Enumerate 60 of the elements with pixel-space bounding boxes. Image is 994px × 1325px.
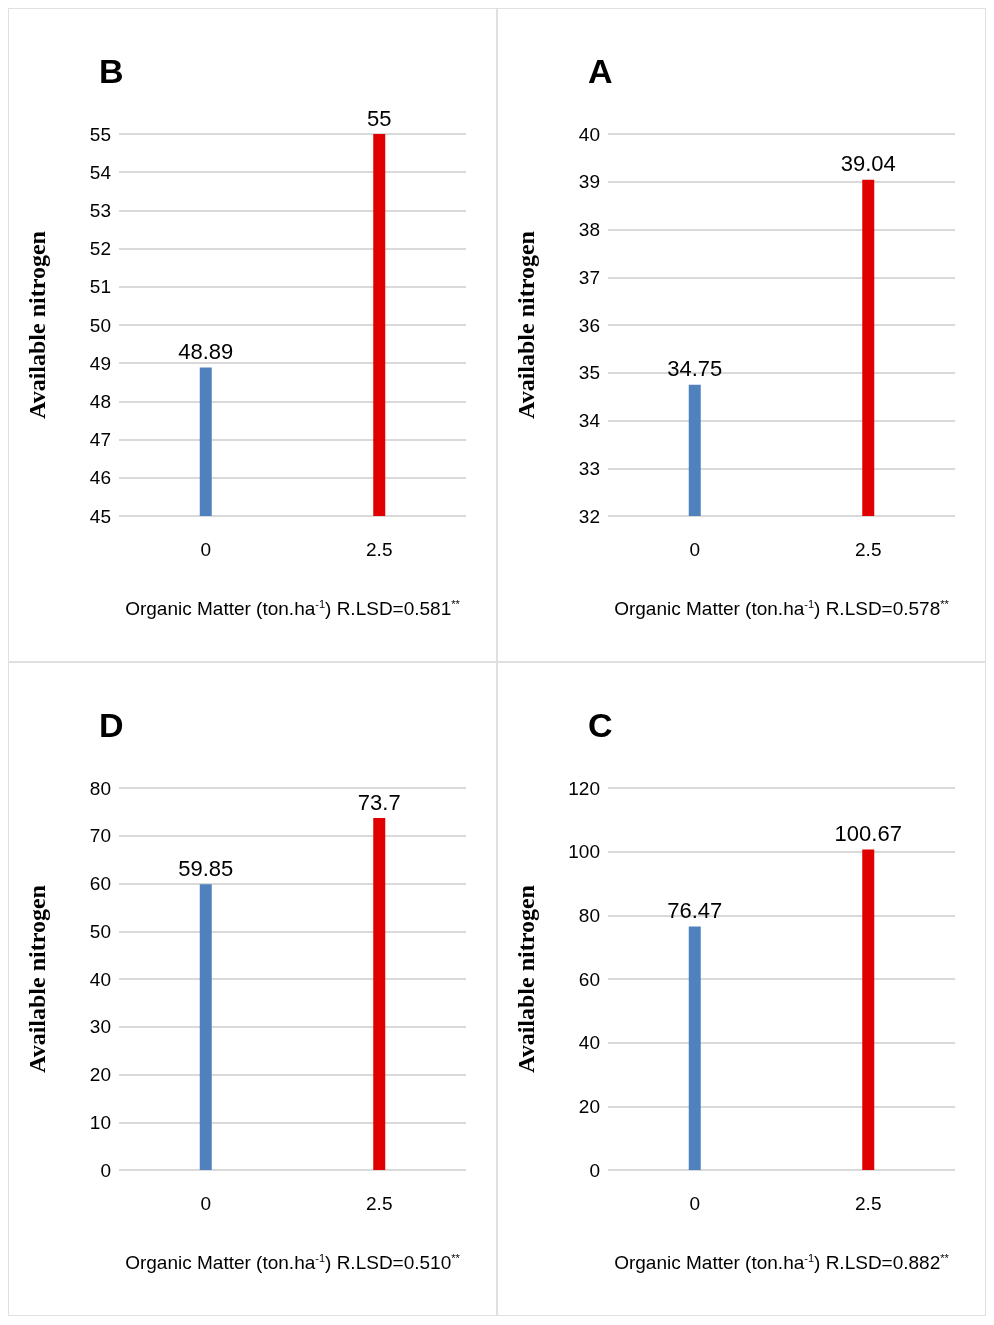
x-tick-label: 2.5 — [855, 1193, 882, 1214]
y-tick-label: 10 — [89, 1111, 111, 1133]
y-tick-label: 47 — [89, 429, 111, 451]
y-tick-label: 54 — [89, 161, 112, 183]
y-axis-title: Available nitrogen — [24, 885, 50, 1073]
y-tick-label: 37 — [578, 266, 600, 288]
y-tick-label: 49 — [89, 352, 111, 374]
y-tick-label: 52 — [89, 238, 111, 260]
y-tick-label: 35 — [578, 362, 600, 384]
y-tick-label: 51 — [89, 276, 111, 298]
chart-title: B — [99, 52, 124, 90]
y-axis-title: Available nitrogen — [513, 885, 539, 1073]
chart-title: D — [99, 706, 124, 744]
x-tick-label: 0 — [689, 539, 701, 560]
y-tick-label: 0 — [589, 1159, 600, 1181]
y-tick-label: 40 — [89, 968, 111, 990]
y-tick-label: 55 — [89, 123, 111, 145]
y-tick-label: 60 — [89, 873, 111, 894]
data-label: 100.67 — [834, 821, 902, 847]
data-label: 76.47 — [667, 898, 723, 924]
y-tick-label: 20 — [578, 1095, 600, 1117]
y-tick-label: 34 — [578, 410, 601, 431]
y-tick-label: 20 — [89, 1064, 111, 1085]
y-tick-label: 30 — [89, 1016, 111, 1038]
data-label: 73.7 — [357, 789, 401, 815]
y-tick-label: 40 — [578, 1032, 600, 1054]
y-tick-label: 33 — [578, 457, 600, 479]
x-tick-label: 0 — [200, 1193, 212, 1214]
y-tick-label: 32 — [578, 505, 600, 527]
y-tick-label: 48 — [89, 390, 111, 412]
y-tick-label: 50 — [89, 314, 111, 336]
y-tick-label: 80 — [89, 777, 111, 799]
chart-title: C — [588, 706, 613, 744]
y-tick-label: 40 — [578, 123, 600, 145]
y-tick-label: 0 — [100, 1159, 111, 1181]
data-label: 48.89 — [178, 338, 234, 364]
y-tick-label: 36 — [578, 314, 600, 336]
x-tick-label: 0 — [689, 1193, 701, 1214]
x-tick-label: 2.5 — [855, 539, 882, 560]
y-tick-label: 46 — [89, 467, 111, 489]
y-tick-label: 80 — [578, 904, 600, 926]
y-tick-label: 70 — [89, 825, 111, 847]
y-tick-label: 39 — [578, 171, 600, 193]
y-tick-label: 50 — [89, 920, 111, 942]
y-tick-label: 38 — [578, 219, 600, 240]
y-axis-title: Available nitrogen — [513, 231, 539, 419]
data-label: 34.75 — [667, 356, 723, 382]
y-axis-title: Available nitrogen — [24, 231, 50, 419]
y-tick-label: 45 — [89, 505, 111, 527]
data-label: 55 — [367, 105, 392, 131]
x-tick-label: 0 — [200, 539, 212, 560]
chart-title: A — [588, 52, 613, 90]
y-tick-label: 120 — [568, 777, 600, 799]
y-tick-label: 60 — [578, 968, 600, 990]
x-tick-label: 2.5 — [366, 539, 393, 560]
y-tick-label: 53 — [89, 199, 111, 221]
data-label: 39.04 — [840, 151, 896, 177]
x-tick-label: 2.5 — [366, 1193, 393, 1214]
data-label: 59.85 — [178, 855, 234, 881]
y-tick-label: 100 — [568, 841, 600, 863]
